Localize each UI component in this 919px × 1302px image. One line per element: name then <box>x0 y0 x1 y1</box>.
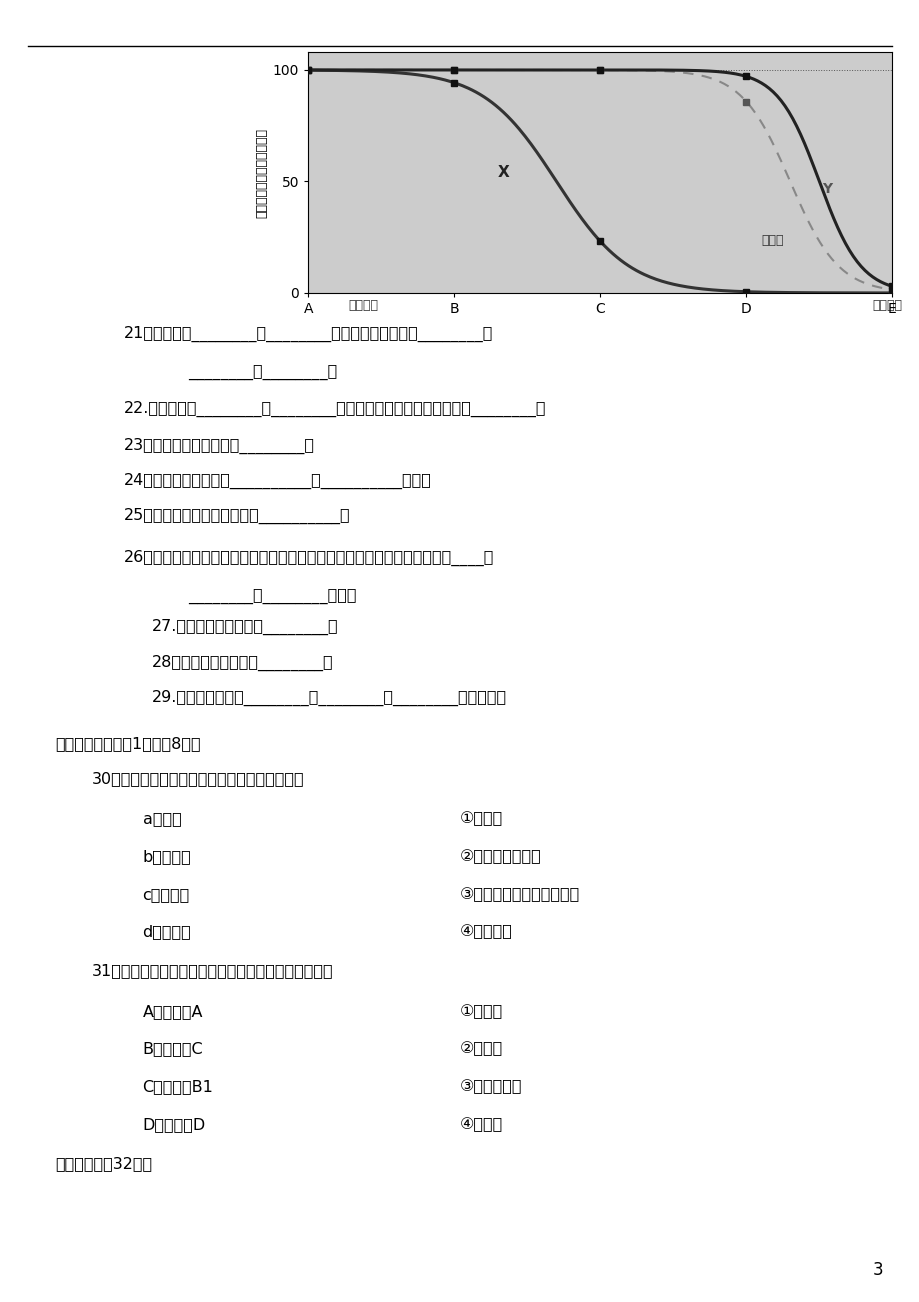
Text: 24．人的呼吸系统是由__________和__________构成。: 24．人的呼吸系统是由__________和__________构成。 <box>124 473 432 488</box>
Text: D、维生素D: D、维生素D <box>142 1117 206 1133</box>
Text: ①运输氧: ①运输氧 <box>460 811 503 827</box>
Text: ③促进止血，加速血液凝固: ③促进止血，加速血液凝固 <box>460 887 580 902</box>
Text: 28．胚胎发育的场所是________。: 28．胚胎发育的场所是________。 <box>152 655 333 671</box>
Text: ②运输养料和废物: ②运输养料和废物 <box>460 849 541 865</box>
Text: C、维生素B1: C、维生素B1 <box>142 1079 213 1095</box>
Text: 三、连线题（每线1分，共8分）: 三、连线题（每线1分，共8分） <box>55 736 200 751</box>
Text: 30、请将以下血液中的成分与它们的功能连线。: 30、请将以下血液中的成分与它们的功能连线。 <box>92 771 304 786</box>
Text: X: X <box>497 165 509 180</box>
Text: ________和________。: ________和________。 <box>188 365 337 380</box>
Text: 25．食物和气体的共同通道是__________。: 25．食物和气体的共同通道是__________。 <box>124 508 350 523</box>
Text: ③骨质疏松症: ③骨质疏松症 <box>460 1079 522 1095</box>
Text: c．白细胞: c．白细胞 <box>142 887 189 902</box>
Text: ②夜盲症: ②夜盲症 <box>460 1042 503 1057</box>
Y-axis label: 未被消化营养物质的百分比: 未被消化营养物质的百分比 <box>255 128 268 217</box>
Text: 31、请将下列维生素与它们相对应所缺乏的症状连线。: 31、请将下列维生素与它们相对应所缺乏的症状连线。 <box>92 963 334 979</box>
Text: B、维生素C: B、维生素C <box>142 1042 203 1057</box>
Text: d．血小板: d．血小板 <box>142 924 191 940</box>
Text: （大肠）: （大肠） <box>872 298 902 311</box>
Text: 蛋白质: 蛋白质 <box>760 234 783 247</box>
Text: b．红细胞: b．红细胞 <box>142 849 191 865</box>
Text: Y: Y <box>822 181 832 195</box>
Text: 26．营养学家指出，在每日摄入的总能量中，早、中、晚的能量应该分别占____、: 26．营养学家指出，在每日摄入的总能量中，早、中、晚的能量应该分别占____、 <box>124 549 494 565</box>
Text: 22.消化系统由________和________组成。消化和吸收的主要部位是________。: 22.消化系统由________和________组成。消化和吸收的主要部位是_… <box>124 401 546 417</box>
Text: ①坏血病: ①坏血病 <box>460 1004 503 1019</box>
Text: ________和________左右。: ________和________左右。 <box>188 589 357 604</box>
Text: A、维生素A: A、维生素A <box>142 1004 203 1019</box>
Text: （口腔）: （口腔） <box>348 298 378 311</box>
Text: ④吞噬病菌: ④吞噬病菌 <box>460 924 512 940</box>
Text: 29.人体内的血管有________、________和________三种类型。: 29.人体内的血管有________、________和________三种类型… <box>152 690 506 706</box>
Text: 四、分析题（32分）: 四、分析题（32分） <box>55 1156 153 1172</box>
Text: 3: 3 <box>871 1260 882 1279</box>
Text: ④脚气病: ④脚气病 <box>460 1117 503 1133</box>
Text: 23．人体内最大的细胞是________。: 23．人体内最大的细胞是________。 <box>124 437 315 453</box>
Text: 27.人体最大的消化腺是________。: 27.人体最大的消化腺是________。 <box>152 618 338 634</box>
Text: 21．血液是由________和________组成的。血细胞包括________、: 21．血液是由________和________组成的。血细胞包括_______… <box>124 326 493 341</box>
Text: a．血浆: a．血浆 <box>142 811 181 827</box>
